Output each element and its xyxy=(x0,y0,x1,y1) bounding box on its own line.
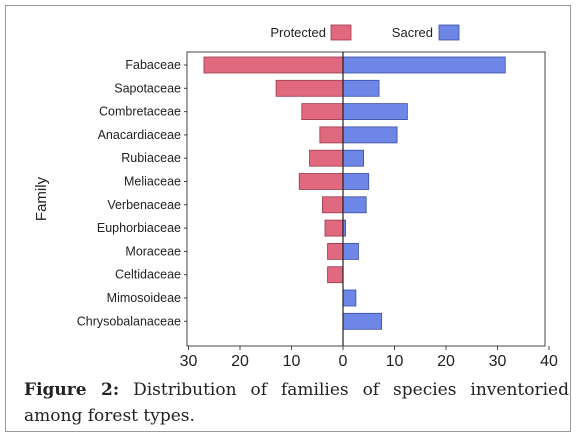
category-label-chrysobalanaceae: Chrysobalanaceae xyxy=(77,314,181,328)
figure-caption: Figure 2: Distribution of families of sp… xyxy=(24,377,569,429)
caption-text: Distribution of families of species inve… xyxy=(24,380,569,426)
x-tick-label: 30 xyxy=(489,353,507,370)
bar-sacred-moraceae xyxy=(342,242,359,260)
legend-swatch-sacred xyxy=(438,24,460,41)
x-tick-label: 20 xyxy=(437,353,455,370)
category-label-sapotaceae: Sapotaceae xyxy=(114,81,181,95)
category-label-combretaceae: Combretaceae xyxy=(99,105,181,119)
bar-sacred-meliaceae xyxy=(342,173,370,190)
caption-label: Figure 2: xyxy=(24,380,120,400)
category-label-celtidaceae: Celtidaceae xyxy=(115,268,181,282)
bars xyxy=(203,56,506,330)
bar-protected-rubiaceae xyxy=(309,149,344,167)
legend-swatch-protected xyxy=(330,24,352,41)
x-tick-label: 30 xyxy=(180,353,198,370)
x-tick-label: 20 xyxy=(231,353,249,370)
bar-protected-celtidaceae xyxy=(327,266,344,284)
x-tick-labels: 30 20 10 0 10 20 30 40 xyxy=(180,346,558,370)
bar-sacred-verbenaceae xyxy=(342,196,367,214)
diverging-bar-chart: Protected Sacred Fabaceae Sapotaceae Combre… xyxy=(33,24,558,370)
legend: Protected Sacred xyxy=(270,24,460,41)
y-axis-label: Family xyxy=(33,176,50,221)
bar-sacred-sapotaceae xyxy=(342,79,380,97)
category-label-fabaceae: Fabaceae xyxy=(125,58,181,72)
category-label-mimosoideae: Mimosoideae xyxy=(107,291,181,305)
x-tick-label: 10 xyxy=(283,353,301,370)
bar-protected-anacardiaceae xyxy=(319,126,344,144)
category-label-euphorbiaceae: Euphorbiaceae xyxy=(97,221,181,235)
bar-protected-euphorbiaceae xyxy=(324,219,344,237)
category-label-moraceae: Moraceae xyxy=(125,244,181,258)
figure-frame: Protected Sacred Fabaceae Sapotaceae Combre… xyxy=(5,5,571,432)
category-label-meliaceae: Meliaceae xyxy=(124,175,181,189)
x-tick-label: 10 xyxy=(386,353,404,370)
bar-protected-fabaceae xyxy=(203,56,344,74)
plot-border xyxy=(186,51,546,347)
y-category-labels: Fabaceae Sapotaceae Combretaceae Anacardiac… xyxy=(77,58,187,328)
category-label-verbenaceae: Verbenaceae xyxy=(107,198,181,212)
legend-label-protected: Protected xyxy=(270,25,326,40)
x-tick-label: 40 xyxy=(540,353,558,370)
bar-protected-verbenaceae xyxy=(321,196,344,214)
bar-protected-moraceae xyxy=(327,242,344,260)
bar-sacred-mimosoideae xyxy=(342,289,357,307)
legend-label-sacred: Sacred xyxy=(392,25,433,40)
bar-protected-sapotaceae xyxy=(275,79,344,97)
bar-sacred-rubiaceae xyxy=(342,149,365,167)
bar-sacred-chrysobalanaceae xyxy=(342,312,383,330)
category-label-anacardiaceae: Anacardiaceae xyxy=(98,128,181,142)
bar-protected-meliaceae xyxy=(298,173,344,190)
x-tick-label: 0 xyxy=(339,353,348,370)
bar-sacred-combretaceae xyxy=(342,103,408,120)
bar-sacred-fabaceae xyxy=(342,56,506,74)
bar-sacred-anacardiaceae xyxy=(342,126,398,144)
category-label-rubiaceae: Rubiaceae xyxy=(121,151,181,165)
bar-protected-combretaceae xyxy=(301,103,344,120)
